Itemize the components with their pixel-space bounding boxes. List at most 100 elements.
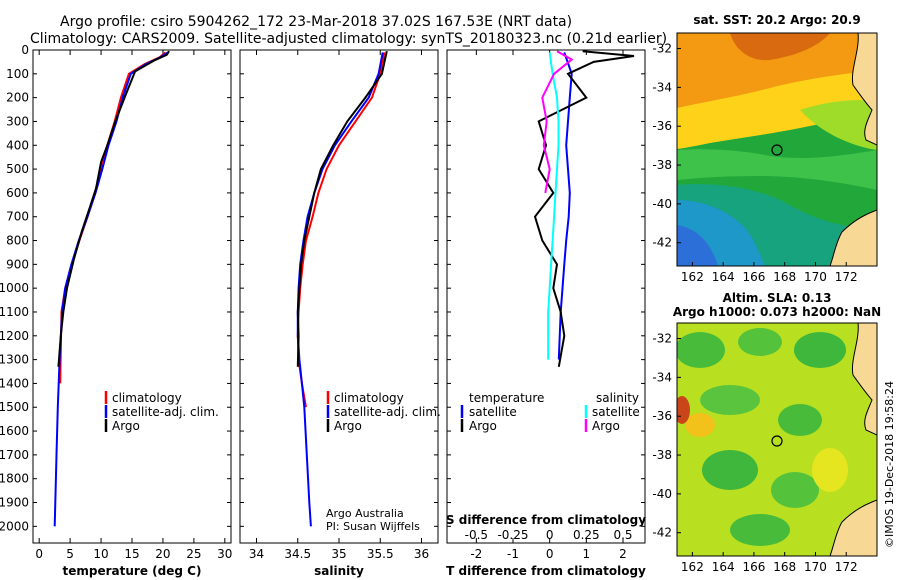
x2-tick-label: -0.25 [497, 528, 528, 542]
sst-map-panel: sat. SST: 20.2 Argo: 20.9 162 164 166 168 17… [652, 13, 878, 284]
x-tick-label: 25 [186, 547, 201, 561]
depth-tick-label: 1600 [0, 424, 29, 438]
difference-y-ticks [447, 49, 645, 527]
sla-map-axes: 162 164 166 168 170 172 -32 -34 -36 -38 -40 -42 [652, 332, 857, 574]
depth-tick-label: 2000 [0, 519, 29, 533]
x-tick-label: 20 [155, 547, 170, 561]
argo-location-marker [771, 144, 783, 156]
x-tick-label: 0 [546, 547, 554, 561]
map-x-tick-label: 168 [773, 560, 796, 574]
difference-panel: -2 -1 0 1 2 -0.5 -0.25 0 0.25 0.5 temperature sal… [446, 49, 646, 578]
map-y-tick-label: -34 [652, 370, 672, 384]
difference-lines [533, 50, 635, 367]
x-tick-label: 5 [66, 547, 74, 561]
x-tick-label: 15 [124, 547, 139, 561]
legend-label-s-argo: Argo [592, 419, 620, 433]
map-y-tick-label: -32 [652, 332, 672, 346]
map-y-tick-label: -40 [652, 197, 672, 211]
depth-axis: 0 100 200 300 400 500 600 700 800 900 1000 1100 1200… [0, 43, 231, 533]
depth-tick-label: 1700 [0, 448, 29, 462]
legend-label-t-satellite: satellite [469, 405, 517, 419]
depth-tick-label: 900 [6, 257, 29, 271]
legend-label-satellite: satellite-adj. clim. [112, 405, 219, 419]
depth-tick-label: 0 [21, 43, 29, 57]
map-y-tick-label: -42 [652, 526, 672, 540]
sst-map-image [677, 33, 877, 266]
depth-tick-label: 1800 [0, 472, 29, 486]
difference-x-label-salinity: S difference from climatology [446, 513, 646, 527]
legend-title-salinity: salinity [596, 391, 639, 405]
map-x-tick-label: 168 [773, 270, 796, 284]
map-x-tick-label: 162 [681, 560, 704, 574]
x-tick-label: -2 [470, 547, 482, 561]
figure-subtitle: Climatology: CARS2009. Satellite-adjuste… [30, 31, 667, 47]
temperature-legend: climatology satellite-adj. clim. Argo [104, 391, 219, 433]
map-y-tick-label: -36 [652, 409, 672, 423]
sla-map-frame [676, 322, 878, 557]
map-x-tick-label: 172 [835, 560, 858, 574]
depth-tick-label: 1500 [0, 400, 29, 414]
x-tick-label: 0 [35, 547, 43, 561]
map-x-tick-label: 172 [835, 270, 858, 284]
legend-label-climatology: climatology [112, 391, 182, 405]
legend-label-s-satellite: satellite [592, 405, 640, 419]
x-tick-label: 10 [93, 547, 108, 561]
difference-x-axis: -2 -1 0 1 2 -0.5 -0.25 0 0.25 0.5 [465, 50, 633, 561]
series-line-t-argo [533, 50, 635, 367]
legend-label-t-argo: Argo [469, 419, 497, 433]
depth-tick-label: 1300 [0, 353, 29, 367]
salinity-lines [296, 50, 388, 527]
x-tick-label: 35.5 [367, 547, 394, 561]
legend-label-climatology: climatology [334, 391, 404, 405]
salinity-plot-frame [239, 49, 439, 544]
map-x-tick-label: 170 [804, 270, 827, 284]
depth-tick-label: 100 [6, 67, 29, 81]
temperature-plot-frame [32, 49, 232, 544]
map-y-tick-label: -42 [652, 236, 672, 250]
argo-location-marker [771, 435, 783, 447]
depth-tick-label: 1900 [0, 496, 29, 510]
x-tick-label: 36 [414, 547, 429, 561]
series-line-argo [57, 50, 170, 367]
map-x-tick-label: 164 [712, 560, 735, 574]
salinity-panel: 34 34.5 35 35.5 36 climatology satellite-adj… [239, 49, 441, 578]
series-line-t-satellite [557, 52, 573, 360]
series-line-s-satellite [547, 52, 560, 360]
depth-tick-label: 700 [6, 210, 29, 224]
salinity-legend: climatology satellite-adj. clim. Argo [326, 391, 441, 433]
depth-tick-label: 400 [6, 138, 29, 152]
depth-tick-label: 500 [6, 162, 29, 176]
map-y-tick-label: -36 [652, 119, 672, 133]
x2-tick-label: -0.5 [465, 528, 488, 542]
depth-tick-label: 200 [6, 91, 29, 105]
x2-tick-label: 0.5 [613, 528, 632, 542]
salinity-x-axis: 34 34.5 35 35.5 36 [249, 50, 429, 561]
map-y-tick-label: -32 [652, 42, 672, 56]
difference-x-label-temperature: T difference from climatology [446, 564, 646, 578]
x2-tick-label: 0.25 [573, 528, 600, 542]
depth-tick-label: 1400 [0, 376, 29, 390]
depth-tick-label: 600 [6, 186, 29, 200]
x-tick-label: 35 [331, 547, 346, 561]
depth-tick-label: 1100 [0, 305, 29, 319]
map-x-tick-label: 166 [742, 270, 765, 284]
depth-tick-label: 800 [6, 234, 29, 248]
series-line-s-argo [541, 50, 574, 194]
map-y-tick-label: -38 [652, 158, 672, 172]
map-y-tick-label: -40 [652, 487, 672, 501]
x-tick-label: 1 [583, 547, 591, 561]
temperature-x-axis: 0 5 10 15 20 25 30 [35, 50, 232, 561]
sst-map-axes: 162 164 166 168 170 172 -32 -34 -36 -38 -40 -42 [652, 42, 857, 284]
credit-org: Argo Australia [326, 507, 404, 520]
map-x-tick-label: 164 [712, 270, 735, 284]
imos-timestamp: ©IMOS 19-Dec-2018 19:58:24 [883, 381, 896, 548]
temperature-lines [53, 50, 170, 527]
sst-map-frame [676, 32, 878, 267]
x-tick-label: -1 [507, 547, 519, 561]
temperature-x-label: temperature (deg C) [63, 564, 202, 578]
map-x-tick-label: 162 [681, 270, 704, 284]
map-x-tick-label: 166 [742, 560, 765, 574]
sla-map-image [677, 323, 877, 556]
depth-tick-label: 1200 [0, 329, 29, 343]
